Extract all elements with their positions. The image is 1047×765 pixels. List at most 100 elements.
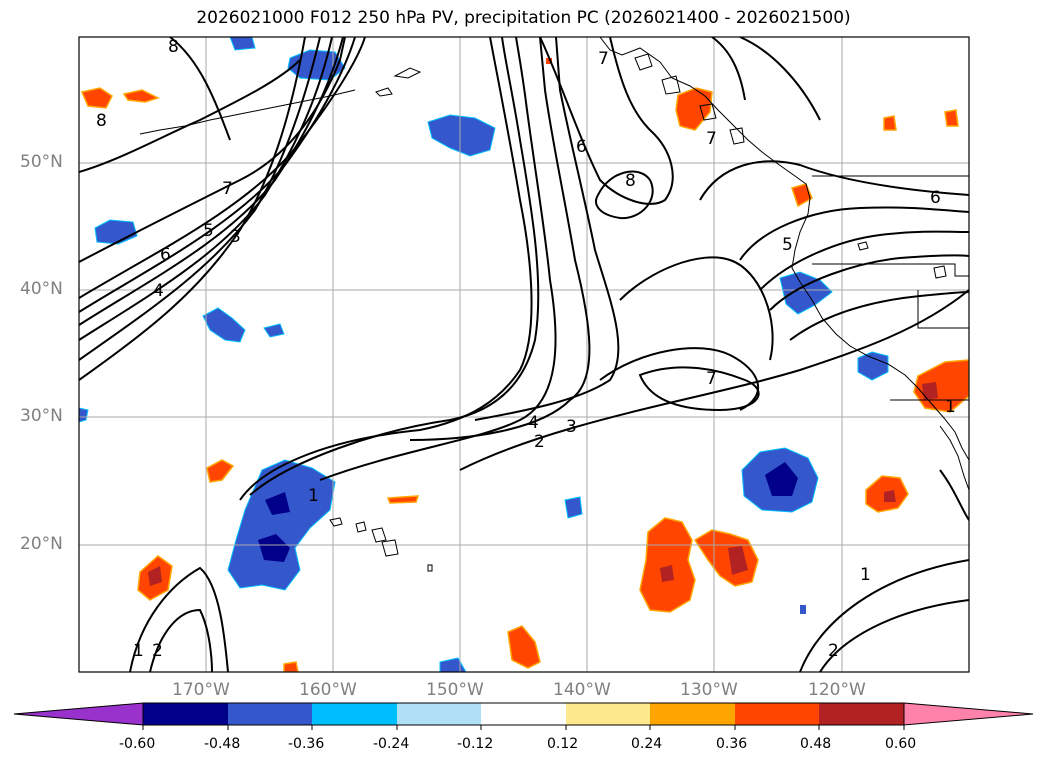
pv-contour [79,37,346,263]
contour-label: 7 [706,129,717,149]
colorbar-tick-label: -0.36 [288,736,325,752]
precip-neg-blob [564,496,583,519]
lon-label: 140°W [553,680,611,700]
pv-contour [79,59,301,173]
contour-label: 3 [230,227,241,247]
precip-shading [79,37,969,672]
precip-pos-blob [660,565,674,582]
pv-contour [249,37,540,496]
pv-contour [599,347,760,411]
precip-neg-blob [857,351,889,381]
colorbar-segment [819,703,904,725]
colorbar-extend-right [903,702,1034,726]
precip-neg-blob [202,307,246,343]
lon-label: 120°W [808,680,866,700]
pv-contour [789,291,969,341]
precip-pos-blob [922,382,938,400]
contour-label: 1 [308,486,319,506]
precip-neg-blob [258,534,290,562]
precip-pos-blob [944,109,959,127]
pv-contour [79,37,366,299]
precip-pos-blob [283,661,299,672]
colorbar-segment [735,703,819,725]
precip-pos-blob [883,115,897,131]
pv-contour [619,256,774,361]
pv-contour [539,37,674,205]
contour-label: 7 [706,369,717,389]
colorbar-segment [397,703,481,725]
colorbar-tick-label: 0.60 [885,736,917,752]
colorbar-tick-label: -0.48 [204,736,241,752]
lat-label: 30°N [20,406,63,426]
precip-pos-blob [884,490,896,502]
pv-contour [169,37,231,141]
colorbar-segment [143,703,228,725]
colorbar [13,702,1034,730]
pv-contour [759,230,969,291]
lat-label: 20°N [20,534,63,554]
pv-contour [769,254,969,311]
precip-pos-blob [386,495,420,504]
precip-neg-blob [779,271,833,315]
pv-contour [79,37,321,361]
contour-label: 6 [576,137,587,157]
colorbar-tick-label: 0.36 [716,736,748,752]
pv-contours [79,37,969,672]
lon-label: 150°W [426,680,484,700]
contour-label: 8 [168,37,179,57]
precip-neg-blob [263,323,285,338]
precip-neg-blob [427,114,496,157]
pv-contour [409,37,591,441]
pv-contour [319,37,557,481]
precip-pos-blob [791,183,813,208]
precip-neg-blob [800,605,806,614]
contour-label: 8 [625,171,636,191]
contour-label: 2 [828,641,839,661]
pv-contour [474,37,620,421]
colorbar-tick-label: -0.24 [373,736,410,752]
precip-pos-blob [80,87,113,109]
colorbar-segment [228,703,312,725]
colorbar-segment [312,703,397,725]
contour-label: 1 [860,565,871,585]
lon-label: 170°W [172,680,230,700]
pv-contour [939,469,969,521]
precip-neg-blob [265,492,290,515]
colorbar-segment [481,703,566,725]
map-frame [78,36,970,673]
colorbar-segment [566,703,650,725]
precip-pos-blob [206,459,235,483]
lon-label: 160°W [299,680,357,700]
contour-label: 3 [566,417,577,437]
lat-label: 50°N [20,152,63,172]
coastlines [139,37,969,572]
colorbar-tick-label: 0.12 [547,736,579,752]
gridlines [79,37,969,672]
pv-contour [638,366,760,412]
pv-contour [79,37,356,313]
contour-label: 5 [782,235,793,255]
precip-pos-blob [639,517,696,613]
precip-neg-blob [79,407,89,423]
colorbar-tick-label: 0.48 [800,736,832,752]
lat-label: 40°N [20,279,63,299]
contour-label: 6 [930,188,941,208]
contour-label: 1 [945,397,956,417]
colorbar-extend-left [13,702,144,726]
precip-pos-blob [148,566,162,586]
contour-label: 8 [96,111,107,131]
precip-pos-blob [693,529,759,587]
pv-contour [799,559,969,672]
contour-label: 4 [153,281,164,301]
colorbar-segment [650,703,735,725]
contour-label: 5 [203,221,214,241]
contour-label: 2 [152,641,163,661]
precip-pos-blob [728,546,748,575]
pv-contour [79,37,333,341]
colorbar-tick-label: 0.24 [631,736,663,752]
pv-contour [819,599,969,672]
precip-neg-blob [227,459,336,591]
contour-label: 7 [598,49,609,69]
precip-neg-blob [94,219,138,245]
contour-label: 6 [160,245,171,265]
